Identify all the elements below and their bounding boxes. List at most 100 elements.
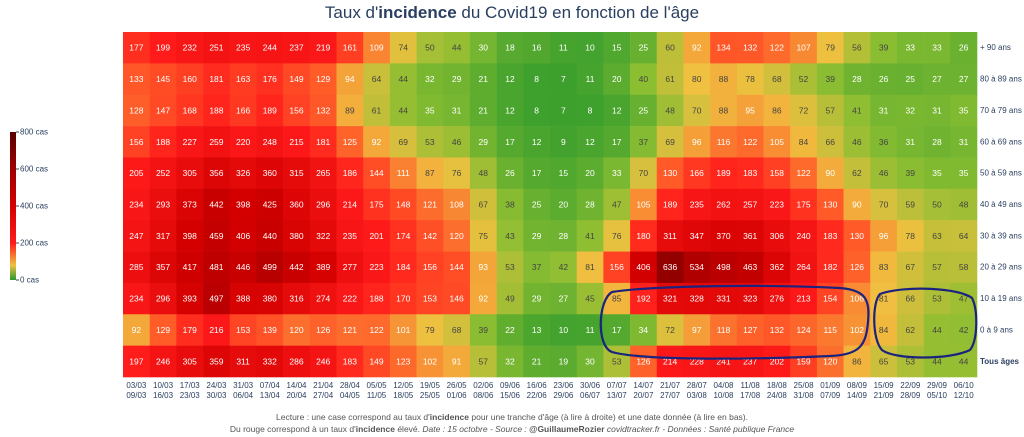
cell-value-label: 81 (879, 294, 889, 304)
cell-value-label: 398 (236, 200, 250, 210)
cell-value-label: 197 (129, 356, 143, 366)
heatmap-cell (790, 94, 818, 127)
heatmap-cell (816, 345, 844, 378)
heatmap-cell (523, 188, 551, 221)
cell-value-label: 91 (452, 356, 462, 366)
column-label-start: 09/06 (500, 381, 521, 390)
heatmap-cell (309, 345, 337, 378)
cell-value-label: 52 (799, 74, 809, 84)
cell-value-label: 189 (263, 105, 277, 115)
heatmap-cell (656, 345, 684, 378)
column-label-start: 28/07 (687, 381, 708, 390)
heatmap-cell (923, 126, 951, 158)
heatmap-cell (443, 220, 471, 252)
heatmap-cell (710, 94, 738, 127)
heatmap-cell (363, 126, 391, 158)
cell-value-label: 153 (423, 294, 437, 304)
cell-value-label: 17 (612, 325, 622, 335)
heatmap-cell (576, 282, 604, 315)
cell-value-label: 166 (236, 105, 250, 115)
heatmap-cell (843, 251, 871, 284)
heatmap-cell (176, 63, 204, 96)
heatmap-cell (923, 94, 951, 127)
cell-value-label: 161 (343, 43, 357, 53)
heatmap-cell (950, 157, 978, 190)
cell-value-label: 170 (396, 294, 410, 304)
cell-value-label: 332 (263, 356, 277, 366)
heatmap-cell (843, 345, 871, 378)
heatmap-cell (710, 220, 738, 252)
caption-2-italic-c: covidtracker.fr - Données : Santé publiq… (604, 424, 795, 434)
heatmap-cell (203, 94, 231, 127)
column-label-end: 11/05 (367, 391, 387, 400)
cell-value-label: 393 (183, 294, 197, 304)
cell-value-label: 183 (743, 168, 757, 178)
heatmap-cell (550, 94, 577, 127)
heatmap-cell (389, 220, 417, 252)
heatmap-cell (603, 94, 631, 127)
heatmap-cell (843, 220, 871, 252)
heatmap-cell (550, 126, 577, 158)
heatmap-cell (790, 220, 818, 252)
heatmap-cell (523, 32, 551, 64)
heatmap-cell (576, 94, 604, 127)
heatmap-cell (469, 157, 497, 190)
heatmap-cell (790, 32, 818, 64)
cell-value-label: 127 (743, 325, 757, 335)
cell-value-label: 17 (505, 137, 515, 147)
cell-value-label: 463 (743, 262, 757, 272)
cell-value-label: 446 (236, 262, 250, 272)
row-labels: + 90 ans 80 à 89 ans 70 à 79 ans 60 à 69 an… (980, 43, 1022, 366)
heatmap-cell (149, 188, 177, 221)
heatmap-cell (896, 345, 924, 378)
cell-value-label: 227 (183, 137, 197, 147)
cell-value-label: 39 (825, 74, 835, 84)
row-label: 10 à 19 ans (980, 294, 1022, 303)
cell-value-label: 156 (129, 137, 143, 147)
cell-value-label: 32 (505, 356, 515, 366)
row-label: 30 à 39 ans (980, 231, 1022, 240)
heatmap-cell (603, 282, 631, 315)
cell-value-label: 370 (716, 231, 730, 241)
cell-value-label: 15 (559, 168, 569, 178)
heatmap-cell (363, 314, 391, 346)
heatmap-cell (203, 32, 231, 64)
column-label-end: 06/07 (580, 391, 601, 400)
cell-value-label: 124 (796, 325, 810, 335)
cell-value-label: 64 (959, 231, 969, 241)
heatmap-cell (896, 314, 924, 346)
heatmap-cell (389, 345, 417, 378)
heatmap-cell (176, 345, 204, 378)
heatmap-cell (923, 251, 951, 284)
heatmap-cell (123, 32, 150, 64)
cell-value-label: 96 (692, 137, 702, 147)
cell-value-label: 64 (372, 74, 382, 84)
column-label-end: 13/04 (260, 391, 281, 400)
cell-value-label: 202 (770, 356, 784, 366)
heatmap-cell (736, 94, 764, 127)
heatmap-cell (603, 32, 631, 64)
heatmap-cell (523, 345, 551, 378)
cell-value-label: 120 (289, 325, 303, 335)
cell-value-label: 19 (559, 356, 569, 366)
cell-value-label: 442 (209, 200, 223, 210)
heatmap-cell (656, 126, 684, 158)
heatmap-cell (176, 94, 204, 127)
heatmap-cell (523, 251, 551, 284)
column-label-start: 29/09 (927, 381, 948, 390)
heatmap-cell (603, 314, 631, 346)
heatmap-cell (843, 126, 871, 158)
cell-value-label: 362 (770, 262, 784, 272)
heatmap-cell (950, 220, 978, 252)
heatmap-cell (283, 32, 311, 64)
heatmap-cell (469, 251, 497, 284)
cell-value-label: 234 (129, 294, 143, 304)
cell-value-label: 118 (717, 325, 731, 335)
heatmap-cell (203, 126, 231, 158)
heatmap-cell (523, 282, 551, 315)
heatmap-cell (576, 345, 604, 378)
heatmap-cell (229, 32, 257, 64)
cell-value-label: 50 (932, 200, 942, 210)
cell-value-label: 78 (745, 74, 755, 84)
heatmap-cell (443, 63, 471, 96)
